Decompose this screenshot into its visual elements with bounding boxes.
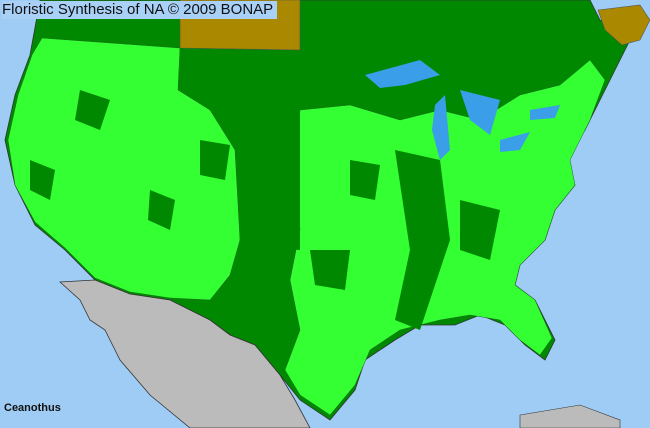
cuba [519,404,621,428]
absent-county-patches [30,80,500,330]
range-west [7,37,241,301]
great-lakes [365,60,560,160]
taxon-label: Ceanothus [4,402,61,414]
region-not-present-new-brunswick [597,4,650,46]
mexico [59,279,311,428]
map-title: Floristic Synthesis of NA © 2009 BONAP [2,1,278,19]
